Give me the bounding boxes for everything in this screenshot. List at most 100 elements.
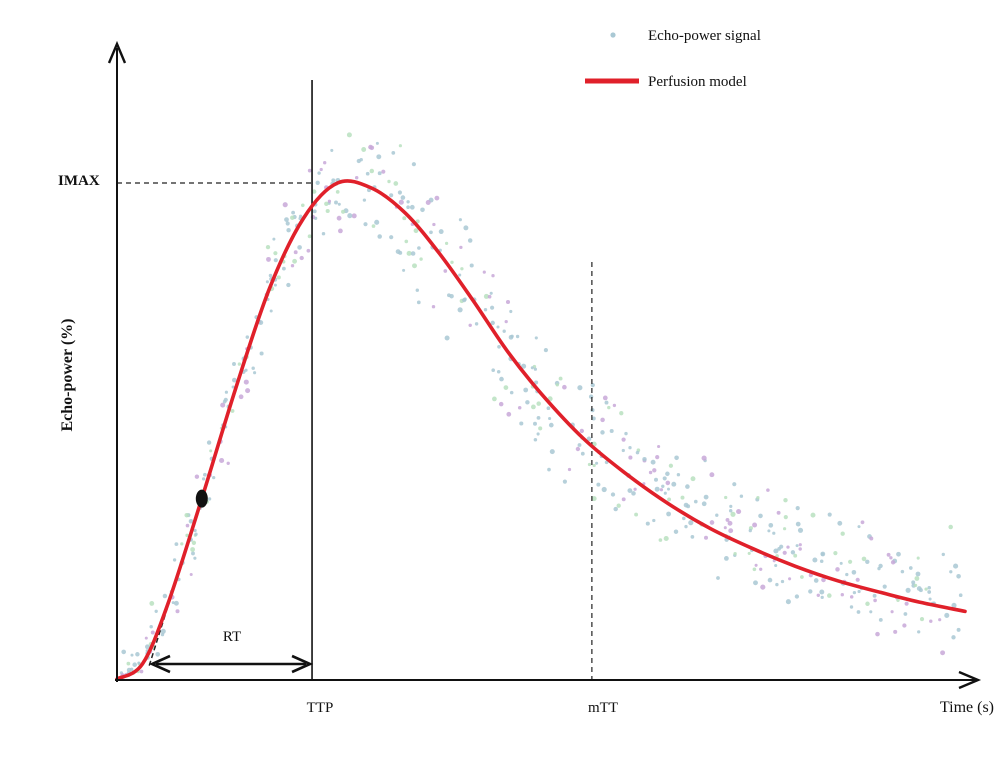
signal-point [515,334,520,339]
signal-point [840,593,844,597]
signal-point [160,628,166,634]
signal-point [149,600,155,606]
signal-point [417,246,421,250]
signal-point [667,497,672,502]
signal-point [684,524,688,529]
signal-point [184,512,189,518]
signal-point [657,444,661,449]
signal-point [798,547,802,551]
signal-point [334,200,338,205]
signal-point [450,260,454,264]
signal-point [716,576,720,580]
signal-point [816,593,821,598]
signal-point [728,508,733,513]
signal-point [365,171,370,176]
signal-point [410,251,416,256]
signal-point [857,525,861,529]
signal-point [389,235,394,240]
signal-point [600,430,605,435]
signal-point [800,575,804,579]
signal-point [387,179,391,184]
signal-point [663,535,669,542]
signal-point [406,250,412,256]
signal-point [860,520,865,525]
signal-point [856,610,861,614]
signal-point [533,437,538,442]
signal-point [259,351,264,356]
signal-point [655,455,660,460]
signal-point [282,266,286,271]
signal-point [619,411,624,416]
signal-point [321,231,326,236]
signal-point [543,348,548,353]
signal-point [232,377,237,383]
x-axis-arrow [958,670,982,690]
signal-point [536,401,541,406]
signal-point [725,517,730,522]
signal-point [548,422,554,428]
signal-point [882,584,887,589]
signal-point [595,461,599,465]
signal-point [586,436,592,442]
signal-point [547,467,551,472]
signal-point [174,542,179,546]
signal-point [323,161,327,165]
signal-point [758,513,763,519]
signal-point [793,553,798,558]
signal-point [398,144,402,148]
signal-point [222,399,227,404]
signal-point [665,471,670,477]
signal-point [766,488,770,492]
signal-point [245,388,251,394]
signal-point [768,522,774,528]
signal-point [194,474,200,479]
signal-point [861,556,867,562]
signal-point [747,551,751,555]
signal-point [849,595,854,599]
signal-point [193,528,197,533]
signal-point [391,151,396,155]
signal-point [723,526,727,530]
signal-point [759,567,763,571]
signal-point [336,215,342,221]
signal-point [381,169,386,174]
signal-point [126,661,131,666]
signal-point [795,521,801,527]
signal-point [226,461,230,465]
signal-point [648,470,653,475]
signal-point [139,669,144,674]
signal-point [575,446,581,452]
signal-point [519,421,524,426]
signal-point [851,569,857,575]
signal-point [567,467,572,472]
signal-point [243,379,249,385]
signal-point [291,210,295,215]
signal-point [786,545,790,549]
signal-point [331,178,336,183]
signal-point [293,250,298,255]
signal-point [173,600,179,606]
signal-point [760,584,766,590]
signal-point [491,368,495,372]
signal-point [231,385,235,389]
signal-point [510,334,514,338]
signal-point [903,612,908,616]
signal-point [878,563,883,569]
signal-point [190,547,196,552]
signal-point [634,512,639,517]
signal-point [337,202,341,206]
signal-point [783,498,788,503]
signal-point [732,482,737,487]
signal-point [377,234,382,239]
signal-point [206,440,212,445]
signal-point [487,294,492,299]
signal-point [483,293,489,299]
signal-point [839,561,843,565]
signal-point [659,488,664,492]
signal-point [194,532,198,536]
signal-point [680,495,685,500]
signal-point [662,476,667,481]
signal-point [688,520,694,526]
signal-point [579,428,584,434]
signal-point [290,264,295,268]
